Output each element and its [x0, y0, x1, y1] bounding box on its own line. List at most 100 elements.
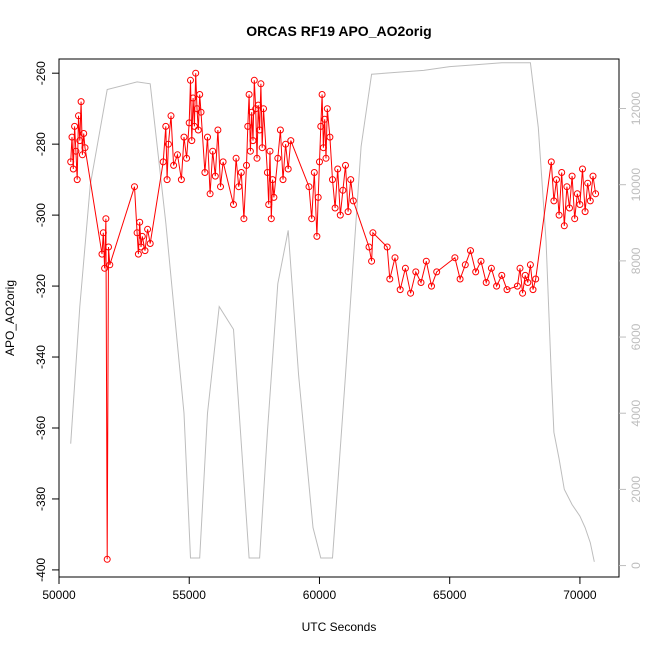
apo-point [519, 289, 527, 297]
apo-point [279, 176, 287, 184]
apo-point [78, 151, 86, 159]
apo-point [269, 176, 277, 184]
apo-point [190, 122, 198, 130]
apo-point [106, 261, 114, 269]
apo-point [102, 215, 110, 223]
apo-point [185, 119, 193, 127]
apo-point [521, 271, 529, 279]
apo-point [188, 137, 196, 145]
apo-point [482, 279, 490, 286]
apo-line [70, 73, 597, 560]
y2-tick-label: 6000 [629, 323, 643, 350]
apo-point [67, 158, 75, 166]
apo-point [72, 147, 80, 155]
apo-point [260, 105, 267, 113]
apo-point [383, 243, 391, 251]
apo-point [326, 133, 334, 141]
apo-point [553, 176, 560, 184]
y2-tick-label: 10000 [629, 168, 643, 202]
apo-point [257, 80, 265, 88]
apo-point [98, 250, 106, 258]
y-tick-label: -360 [34, 416, 48, 440]
apo-point [99, 229, 107, 237]
apo-point [318, 91, 326, 98]
apo-point [339, 186, 347, 194]
apo-point [498, 271, 506, 279]
apo-point [276, 126, 284, 134]
apo-point [401, 264, 409, 272]
apo-point [319, 144, 327, 152]
apo-point [513, 282, 521, 290]
apo-point [180, 133, 188, 141]
apo-point [313, 232, 321, 240]
apo-point [396, 286, 404, 294]
apo-point [189, 94, 197, 102]
apo-point [146, 240, 154, 247]
apo-point [566, 204, 573, 212]
apo-point [284, 165, 292, 173]
apo-point [321, 115, 329, 123]
apo-point [461, 261, 469, 269]
apo-point [323, 105, 331, 113]
x-tick-label: 65000 [433, 588, 467, 602]
x-tick-label: 55000 [173, 588, 207, 602]
apo-point [584, 179, 592, 187]
apo-point [342, 161, 349, 169]
x-tick-label: 50000 [42, 588, 76, 602]
apo-point [136, 218, 144, 226]
apo-point [555, 211, 563, 219]
apo-point [563, 183, 571, 191]
apo-point [336, 211, 344, 219]
y2-tick-label: 12000 [629, 92, 643, 126]
apo-point [137, 243, 145, 251]
apo-point [266, 147, 274, 155]
apo-point [254, 101, 262, 109]
apo-point [391, 254, 399, 262]
apo-point [516, 264, 524, 272]
apo-point [244, 122, 252, 130]
apo-point [240, 215, 248, 223]
apo-point [68, 133, 76, 141]
apo-point [245, 91, 253, 98]
apo-point [193, 105, 201, 113]
apo-point [550, 197, 558, 205]
apo-point [365, 243, 373, 251]
apo-point [163, 176, 171, 184]
apo-point [103, 555, 111, 563]
apo-point [472, 268, 480, 276]
apo-point [422, 257, 430, 265]
apo-point [316, 158, 323, 166]
apo-point [164, 140, 172, 148]
apo-point [177, 176, 185, 184]
apo-point [167, 112, 175, 120]
apo-point [329, 176, 336, 184]
apo-point [138, 232, 146, 240]
apo-point [524, 279, 532, 286]
apo-point [560, 222, 568, 230]
apo-point [334, 165, 342, 173]
apo-point [368, 257, 376, 265]
apo-point [134, 250, 142, 258]
apo-point [214, 126, 222, 134]
apo-point [248, 108, 256, 116]
apo-point [581, 208, 589, 216]
apo-point [314, 193, 322, 201]
apo-point [159, 158, 167, 166]
apo-point [308, 215, 316, 223]
apo-point [347, 176, 355, 184]
apo-point [467, 247, 474, 255]
apo-point [579, 165, 586, 173]
apo-point [386, 275, 394, 283]
apo-point [532, 275, 540, 283]
plot-frame [58, 58, 620, 578]
y-tick-label: -280 [34, 132, 48, 156]
apo-point [196, 91, 204, 98]
apo-point [187, 76, 194, 84]
apo-point [243, 161, 250, 169]
apo-point [265, 201, 273, 208]
apo-point [250, 76, 258, 84]
apo-point [589, 172, 597, 180]
apo-point [558, 169, 566, 176]
apo-point [456, 275, 464, 283]
